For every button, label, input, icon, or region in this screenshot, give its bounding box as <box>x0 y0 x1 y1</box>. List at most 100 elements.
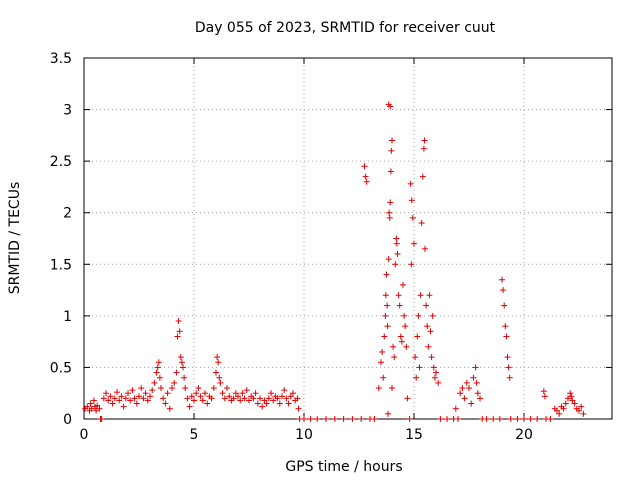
data-point <box>429 312 436 319</box>
data-point <box>541 393 548 400</box>
data-point <box>401 312 408 319</box>
data-point <box>144 397 151 404</box>
data-point <box>419 173 426 180</box>
data-point <box>243 387 250 394</box>
data-point <box>301 416 307 422</box>
data-point <box>427 328 434 335</box>
data-point <box>386 214 393 221</box>
data-point <box>415 312 422 319</box>
data-point <box>547 416 554 422</box>
data-point <box>160 395 167 402</box>
data-point <box>122 395 129 402</box>
data-point <box>100 395 107 402</box>
data-point <box>232 390 239 397</box>
data-point <box>540 388 547 395</box>
data-point <box>392 261 399 268</box>
data-point <box>384 323 391 330</box>
chart-title: Day 055 of 2023, SRMTID for receiver cuu… <box>195 20 496 36</box>
data-point <box>473 379 480 386</box>
data-point <box>268 390 274 397</box>
data-point <box>424 323 431 330</box>
data-point <box>554 407 560 414</box>
data-point <box>235 393 241 400</box>
data-point <box>188 393 195 400</box>
data-point <box>472 364 479 371</box>
data-point <box>565 395 571 402</box>
data-point <box>96 405 103 412</box>
data-point <box>500 287 507 294</box>
data-point <box>162 400 169 407</box>
data-point <box>164 390 171 397</box>
data-point <box>499 276 505 283</box>
data-point <box>158 385 164 392</box>
data-point <box>270 397 277 404</box>
data-point <box>88 405 95 412</box>
x-tick-label: 20 <box>515 427 533 443</box>
data-point <box>580 410 587 417</box>
data-point <box>527 416 534 422</box>
data-point <box>490 416 497 422</box>
data-point <box>239 390 246 397</box>
y-axis-label: SRMTID / TECUs <box>7 182 23 295</box>
y-tick-label: 1 <box>63 309 72 325</box>
data-point <box>568 393 575 400</box>
data-point <box>393 235 400 242</box>
y-tick-label: 0 <box>63 412 72 428</box>
data-point <box>407 180 414 187</box>
data-point <box>202 390 208 397</box>
data-point <box>477 395 483 402</box>
data-point <box>430 364 437 371</box>
y-tick-label: 2 <box>63 206 72 222</box>
data-point <box>571 400 578 407</box>
data-point <box>483 416 490 422</box>
y-tick-label: 1.5 <box>50 257 72 273</box>
data-point <box>403 343 410 350</box>
data-point <box>534 416 541 422</box>
data-point <box>474 390 481 397</box>
data-point <box>576 407 582 414</box>
data-point <box>118 393 125 400</box>
data-point <box>294 395 301 402</box>
data-point <box>562 400 569 407</box>
data-point <box>387 168 394 175</box>
data-point <box>560 405 567 412</box>
data-point <box>241 395 248 402</box>
x-axis: 0 5 10 15 20 <box>80 58 533 443</box>
data-point <box>127 397 134 404</box>
data-point <box>386 209 393 216</box>
data-point <box>383 271 390 278</box>
data-point <box>361 163 368 170</box>
data-point <box>501 302 508 309</box>
data-point <box>204 400 211 407</box>
data-point <box>363 178 370 185</box>
data-point <box>402 323 409 330</box>
data-point <box>199 397 206 404</box>
data-point <box>396 302 403 309</box>
data-point <box>428 354 435 361</box>
y-tick-label: 0.5 <box>50 360 72 376</box>
data-point <box>378 359 384 366</box>
data-point <box>171 379 178 386</box>
data-point <box>154 364 161 371</box>
data-point <box>182 385 189 392</box>
data-point <box>389 137 395 144</box>
data-point <box>397 333 404 340</box>
data-point <box>422 245 428 252</box>
data-point <box>254 400 261 407</box>
data-series <box>82 101 587 422</box>
data-point <box>463 379 470 386</box>
data-point <box>388 147 395 154</box>
data-point <box>210 385 217 392</box>
x-tick-label: 10 <box>295 427 313 443</box>
y-tick-label: 3.5 <box>50 51 72 67</box>
data-point <box>186 403 193 410</box>
x-axis-label: GPS time / hours <box>285 459 402 475</box>
y-axis: 0 0.5 1 1.5 2 2.5 3 3.5 <box>50 51 612 428</box>
data-point <box>87 400 94 407</box>
data-point <box>387 103 394 110</box>
data-point <box>195 385 202 392</box>
data-point <box>426 292 433 299</box>
data-point <box>404 395 411 402</box>
data-point <box>468 400 475 407</box>
data-point <box>371 416 378 422</box>
